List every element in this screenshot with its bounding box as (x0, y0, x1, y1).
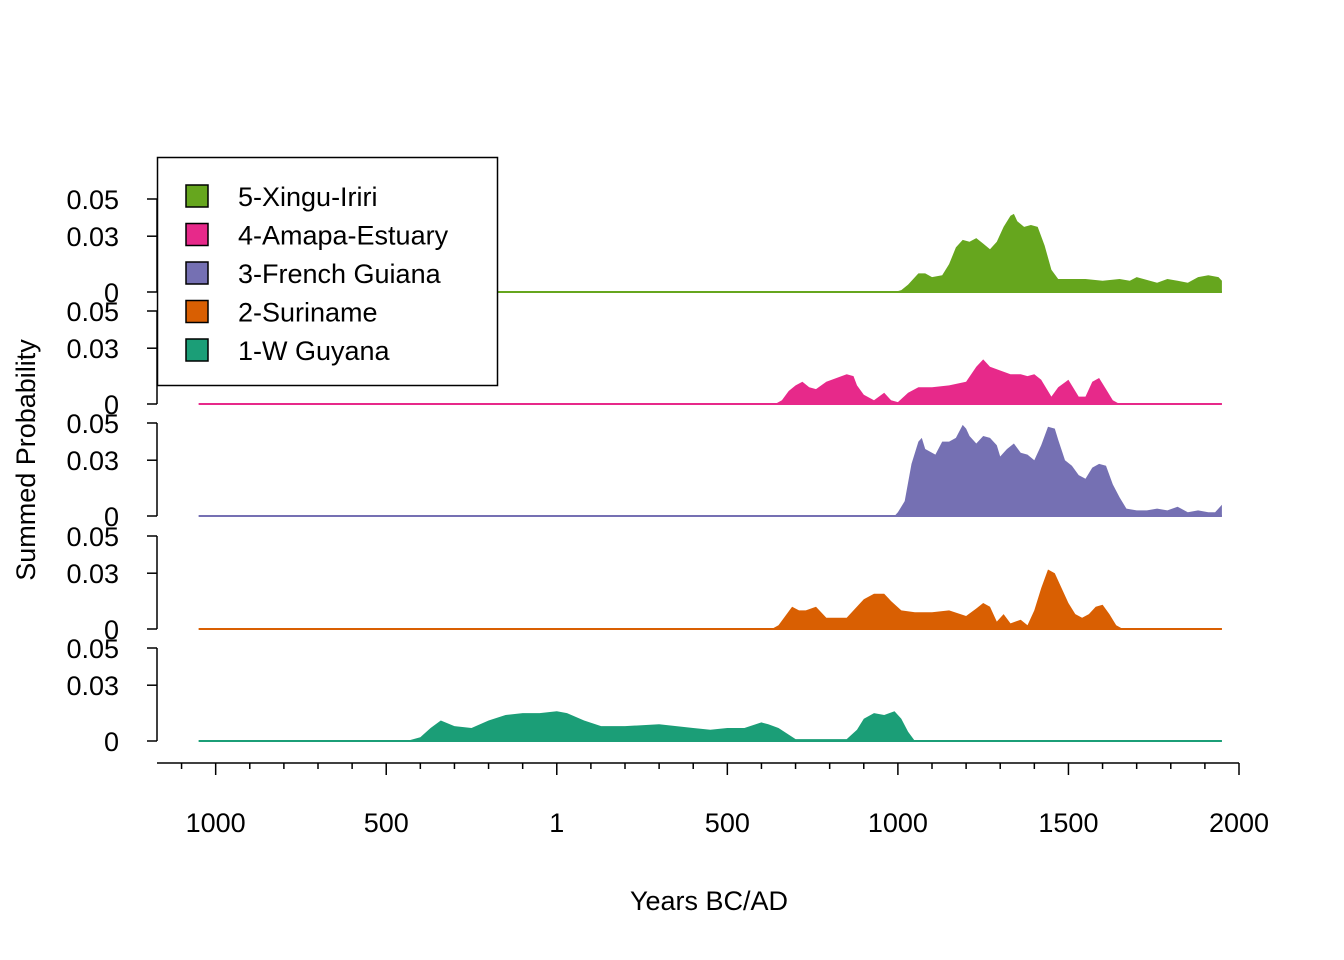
area-3-french-guiana (198, 424, 1222, 516)
legend-box (156, 156, 499, 387)
y-axis: 0 0.03 0.05 (66, 409, 158, 532)
x-tick-label: 500 (705, 808, 750, 838)
y-tick-label: 0.05 (66, 634, 119, 664)
legend: 5-Xingu-Iriri 4-Amapa-Estuary 3-French Gui… (156, 156, 499, 387)
panels: 00.030.0500.030.0500.030.0500.030.0500.0… (66, 185, 1222, 757)
panel-3-french-guiana: 0 0.03 0.05 (66, 409, 1222, 532)
y-tick-label: 0 (104, 278, 119, 308)
legend-swatch (185, 299, 209, 324)
y-tick-label: 0.03 (66, 334, 119, 364)
legend-label: 1-W Guyana (238, 336, 391, 366)
legend-label: 3-French Guiana (238, 259, 442, 289)
y-tick-label: 0.03 (66, 446, 119, 476)
legend-label: 5-Xingu-Iriri (238, 182, 378, 212)
y-tick-label: 0 (104, 615, 119, 645)
x-axis-title: Years BC/AD (630, 886, 788, 916)
x-tick-label: 1000 (186, 808, 246, 838)
legend-swatch (185, 222, 209, 247)
y-tick-label: 0.03 (66, 559, 119, 589)
panel-2-suriname: 0 0.03 0.05 (66, 522, 1222, 645)
x-tick-label: 1 (549, 808, 564, 838)
y-tick-label: 0 (104, 727, 119, 757)
area-5-xingu-iriri (198, 213, 1222, 292)
panel-4-amapa-estuary: 0 0.03 0.05 (66, 297, 1222, 420)
area-2-suriname (198, 569, 1222, 629)
panel-1-w-guyana: 0 0.03 0.05 (66, 634, 1222, 757)
y-tick-label: 0 (104, 390, 119, 420)
legend-label: 2-Suriname (238, 298, 378, 328)
y-axis-title: Summed Probability (11, 339, 41, 581)
y-axis: 0 0.03 0.05 (66, 297, 158, 420)
y-tick-label: 0.05 (66, 185, 119, 215)
y-tick-label: 0.03 (66, 671, 119, 701)
legend-label: 4-Amapa-Estuary (238, 221, 449, 251)
y-axis: 0 0.03 0.05 (66, 634, 158, 757)
y-axis: 0 0.03 0.05 (66, 522, 158, 645)
y-axis: 0 0.03 0.05 (66, 185, 158, 308)
area-1-w-guyana (198, 711, 1222, 741)
legend-swatch (185, 261, 209, 285)
y-tick-label: 0.05 (66, 297, 119, 327)
x-axis: 1000 500 1 500 1000 1500 2000 (157, 762, 1269, 838)
x-tick-label: 2000 (1209, 808, 1269, 838)
legend-swatch (185, 184, 209, 208)
x-tick-label: 1500 (1038, 808, 1098, 838)
legend-swatch (185, 338, 209, 362)
area-4-amapa-estuary (198, 359, 1222, 404)
y-tick-label: 0 (104, 502, 119, 532)
y-tick-label: 0.05 (66, 522, 119, 552)
y-tick-label: 0.05 (66, 409, 119, 439)
x-tick-label: 500 (364, 808, 409, 838)
y-tick-label: 0.03 (66, 222, 119, 252)
x-tick-label: 1000 (868, 808, 928, 838)
